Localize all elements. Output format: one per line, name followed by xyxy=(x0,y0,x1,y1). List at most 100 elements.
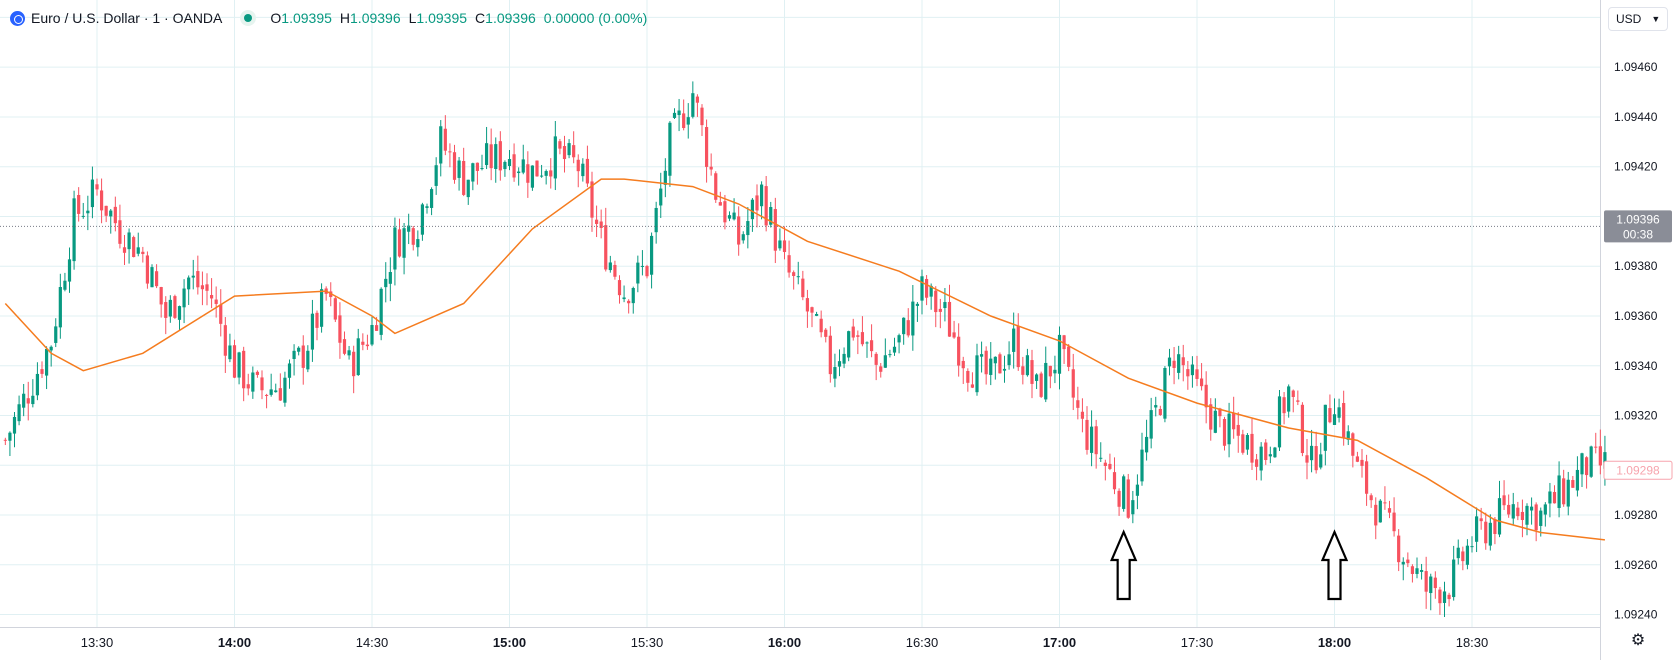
candle-body xyxy=(1410,566,1415,574)
candle-body xyxy=(1025,355,1030,376)
current-price-badge xyxy=(1604,210,1672,243)
chevron-down-icon: ▼ xyxy=(1651,14,1661,24)
candle-body xyxy=(590,181,594,218)
time-tick-label: 13:30 xyxy=(81,635,114,650)
candle-body xyxy=(581,163,585,177)
candle-body xyxy=(1337,407,1341,418)
candle-body xyxy=(1071,369,1075,398)
candle-body xyxy=(1030,360,1034,384)
time-tick-label: 17:30 xyxy=(1181,635,1214,650)
time-tick-label: 14:00 xyxy=(218,635,251,650)
candle-body xyxy=(1021,366,1025,375)
high-label: H xyxy=(339,10,351,26)
candle-body xyxy=(1076,400,1080,408)
candle-body xyxy=(1048,365,1052,377)
candle-body xyxy=(704,127,709,167)
candle-body xyxy=(1195,369,1199,379)
candle-body xyxy=(466,179,470,198)
candle-body xyxy=(54,326,58,343)
time-tick-label: 16:30 xyxy=(906,635,939,650)
time-tick-label: 16:00 xyxy=(768,635,801,650)
candle-body xyxy=(1497,498,1502,535)
candle-body xyxy=(1470,546,1474,548)
candle-body xyxy=(576,159,580,172)
candle-body xyxy=(1447,594,1451,600)
candle-body xyxy=(81,215,85,217)
candle-body xyxy=(1277,396,1282,448)
candle-body xyxy=(1438,589,1442,604)
candle-body xyxy=(1300,404,1305,454)
candle-body xyxy=(654,207,658,233)
candle-body xyxy=(1112,472,1117,490)
candle-body xyxy=(810,307,814,313)
candle-body xyxy=(361,341,365,345)
candle-body xyxy=(585,158,590,184)
price-tick-label: 1.09360 xyxy=(1614,309,1658,323)
price-tick-label: 1.09420 xyxy=(1614,160,1658,174)
candle-body xyxy=(1332,414,1337,425)
candle-body xyxy=(503,161,507,170)
candle-body xyxy=(443,128,447,151)
candle-body xyxy=(865,342,869,344)
candle-body xyxy=(104,205,108,216)
currency-select[interactable]: USD ▼ xyxy=(1608,7,1668,31)
candle-body xyxy=(484,143,489,166)
candle-body xyxy=(608,262,612,271)
candle-body xyxy=(177,306,182,320)
symbol-title[interactable]: Euro / U.S. Dollar · 1 · OANDA xyxy=(31,10,223,26)
candle-body xyxy=(40,369,44,374)
time-tick-label: 14:30 xyxy=(356,635,389,650)
candle-body xyxy=(902,317,906,335)
candle-body xyxy=(1099,457,1103,459)
candle-body xyxy=(1273,447,1277,458)
candle-body xyxy=(17,404,21,422)
candle-body xyxy=(99,190,104,211)
candle-body xyxy=(1103,462,1107,466)
price-tick-label: 1.09260 xyxy=(1614,558,1658,572)
candle-body xyxy=(1433,577,1437,589)
candle-body xyxy=(1594,446,1598,448)
candle-body xyxy=(778,240,782,249)
candle-body xyxy=(77,194,81,214)
candle-body xyxy=(12,416,17,434)
candle-body xyxy=(1268,454,1272,457)
candle-body xyxy=(700,107,704,126)
candle-body xyxy=(260,377,264,391)
candle-body xyxy=(1557,475,1561,508)
candle-body xyxy=(1378,500,1382,523)
candle-body xyxy=(35,373,40,396)
currency-label: USD xyxy=(1616,12,1642,26)
candle-body xyxy=(1456,547,1460,559)
candle-body xyxy=(388,272,392,284)
candle-body xyxy=(562,146,567,160)
candle-body xyxy=(1525,505,1529,525)
candle-body xyxy=(1355,456,1360,462)
candle-body xyxy=(228,345,232,360)
candle-body xyxy=(26,398,30,404)
candle-body xyxy=(471,163,475,182)
candle-body xyxy=(1383,502,1387,504)
candle-body xyxy=(67,259,72,282)
candle-body xyxy=(1232,412,1236,430)
candle-body xyxy=(1575,469,1580,491)
candle-body xyxy=(507,159,512,166)
candle-body xyxy=(457,160,461,178)
candle-body xyxy=(512,154,516,178)
candle-body xyxy=(1584,457,1589,476)
candle-body xyxy=(164,302,168,318)
candle-body xyxy=(219,304,223,324)
price-tick-label: 1.09340 xyxy=(1614,359,1658,373)
time-tick-label: 15:00 xyxy=(493,635,526,650)
candle-body xyxy=(113,206,117,224)
candle-body xyxy=(402,228,406,258)
candle-body xyxy=(1323,404,1327,451)
candle-body xyxy=(200,285,205,290)
candle-body xyxy=(1502,495,1506,506)
candle-body xyxy=(714,173,718,200)
gear-icon[interactable]: ⚙ xyxy=(1630,632,1646,649)
moving-average-line xyxy=(4,178,1605,541)
visibility-icon[interactable] xyxy=(240,10,257,26)
candle-body xyxy=(1002,368,1007,371)
candle-body xyxy=(132,237,136,258)
